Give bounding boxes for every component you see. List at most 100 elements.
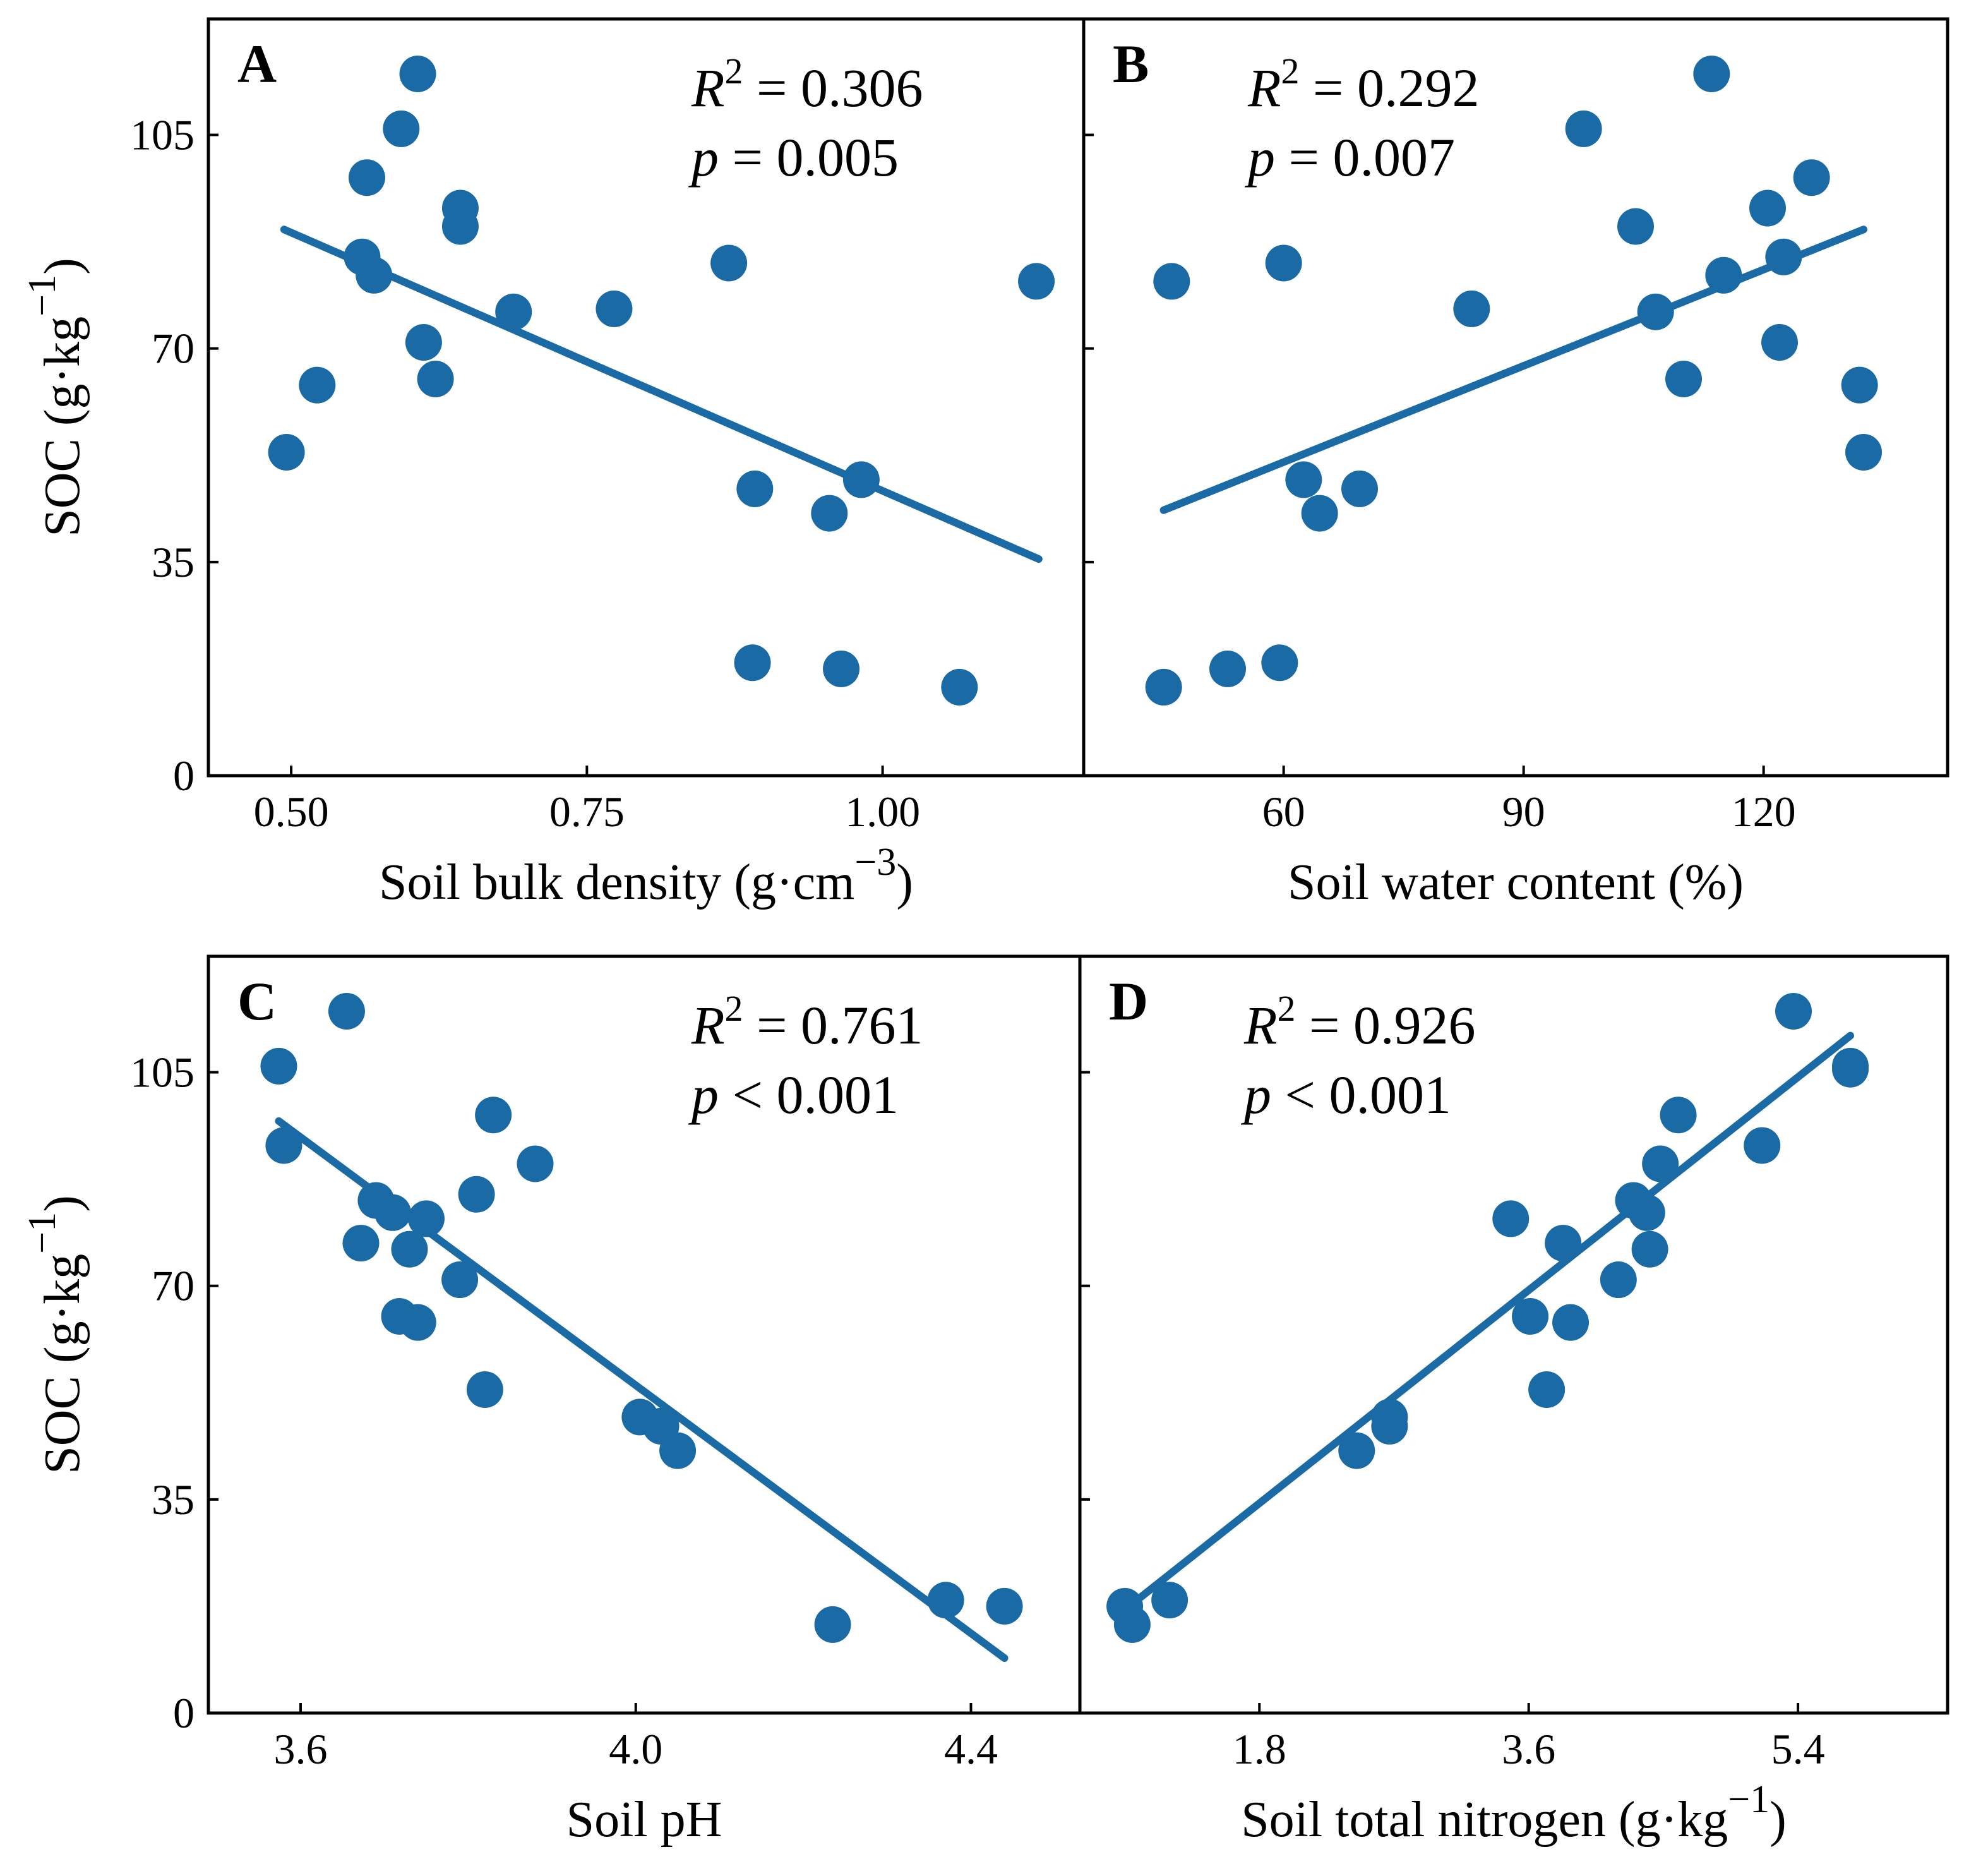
panel-a: 0 35 70 105 0.50 0.75 1.00 Soil bulk density (g… — [130, 17, 1086, 910]
data-point — [811, 495, 848, 532]
x-axis-title-superscript: −3 — [854, 841, 896, 884]
data-point — [1285, 461, 1322, 498]
regression-line — [280, 225, 1043, 563]
data-point — [1528, 1371, 1566, 1408]
data-point — [1371, 1398, 1408, 1436]
x-tick-label: 1.00 — [845, 788, 920, 836]
data-point — [1642, 1145, 1679, 1182]
data-point — [399, 1304, 436, 1341]
data-point — [1744, 1127, 1781, 1164]
data-point — [1338, 1432, 1375, 1469]
y-axis-title-superscript: −1 — [21, 1212, 64, 1254]
data-point — [986, 1587, 1023, 1625]
data-point — [1151, 1582, 1189, 1619]
data-point — [1637, 293, 1674, 330]
x-axis-title: Soil water content (%) — [1288, 855, 1744, 910]
r-squared-annotation: R2 = 0.926 — [1243, 988, 1476, 1055]
data-point — [1341, 470, 1378, 507]
data-point — [441, 208, 479, 245]
data-point — [328, 992, 365, 1030]
x-axis-title: Soil total nitrogen (g·kg−1) — [1241, 1778, 1787, 1848]
data-point — [458, 1176, 495, 1213]
data-point — [736, 470, 774, 507]
data-point — [1693, 55, 1730, 92]
data-point — [1600, 1261, 1637, 1299]
x-tick-label: 5.4 — [1771, 1725, 1825, 1773]
data-point — [1617, 208, 1654, 245]
y-tick-label: 35 — [152, 538, 195, 586]
r-squared-annotation: R2 = 0.292 — [1247, 51, 1480, 118]
panel-letter: C — [237, 971, 277, 1031]
data-point — [1765, 238, 1802, 275]
data-point — [1512, 1298, 1549, 1335]
panel-d: 1.8 3.6 5.4 Soil total nitrogen (g·kg−1) D R2… — [1078, 954, 1949, 1848]
data-point — [1545, 1225, 1582, 1262]
data-point — [1301, 495, 1338, 532]
x-tick-label: 4.4 — [944, 1725, 998, 1773]
x-axis-title: Soil pH — [566, 1792, 722, 1848]
y-axis-title-superscript: −1 — [21, 275, 64, 316]
regression-line — [1125, 1031, 1855, 1610]
y-tick-label: 0 — [173, 752, 195, 800]
data-point — [927, 1582, 964, 1619]
data-point — [260, 1047, 297, 1085]
data-point — [405, 324, 442, 361]
panel-letter: D — [1109, 971, 1148, 1031]
data-point — [1749, 189, 1786, 227]
data-point — [391, 1230, 428, 1268]
data-point — [734, 644, 771, 682]
data-point — [1761, 324, 1798, 361]
data-point — [1453, 290, 1490, 327]
data-point — [1628, 1194, 1665, 1231]
data-point — [265, 1127, 302, 1164]
y-tick-label: 105 — [130, 111, 195, 159]
x-tick-label: 4.0 — [609, 1725, 662, 1773]
x-tick-label: 1.8 — [1233, 1725, 1286, 1773]
data-point — [596, 290, 633, 327]
data-point — [342, 1225, 380, 1262]
x-axis-title-superscript: −1 — [1728, 1778, 1769, 1821]
data-point — [268, 433, 305, 471]
data-point — [941, 668, 978, 706]
data-point — [1705, 256, 1742, 294]
data-point — [1261, 644, 1298, 682]
data-point — [842, 461, 880, 498]
data-point — [1660, 1097, 1697, 1134]
data-point — [417, 361, 454, 398]
y-tick-label: 70 — [152, 325, 195, 373]
data-point — [299, 366, 336, 404]
y-tick-label: 105 — [130, 1049, 195, 1097]
plot-frame — [207, 17, 1086, 778]
r-squared-annotation: R2 = 0.761 — [691, 988, 923, 1055]
x-tick-label: 0.50 — [254, 788, 329, 836]
data-point — [1845, 433, 1882, 471]
data-point — [1492, 1200, 1530, 1237]
data-point — [1775, 992, 1812, 1030]
x-axis-title: Soil bulk density (g·cm−3) — [379, 841, 913, 910]
plot-frame — [1078, 954, 1949, 1715]
y-axis-title-bottom: SOC (g·kg−1) — [21, 1195, 90, 1474]
data-point — [1565, 110, 1602, 147]
data-point — [1209, 650, 1246, 687]
data-point — [399, 55, 436, 92]
data-point — [1145, 668, 1182, 706]
data-point — [1841, 366, 1878, 404]
data-point — [374, 1194, 411, 1231]
y-tick-label: 35 — [152, 1476, 195, 1524]
data-point — [1265, 244, 1302, 282]
data-point — [823, 650, 860, 687]
data-point — [383, 110, 420, 147]
x-tick-label: 0.75 — [549, 788, 625, 836]
y-tick-label: 0 — [173, 1689, 195, 1737]
x-tick-label: 120 — [1732, 788, 1796, 836]
data-point — [1793, 159, 1830, 196]
x-tick-label: 60 — [1262, 788, 1305, 836]
data-point — [1113, 1606, 1151, 1643]
data-point — [814, 1606, 851, 1643]
x-tick-label: 3.6 — [273, 1725, 327, 1773]
data-point — [495, 293, 532, 330]
data-point — [517, 1145, 554, 1182]
p-value-annotation: p < 0.001 — [688, 1064, 899, 1125]
r-squared-annotation: R2 = 0.306 — [691, 51, 923, 118]
